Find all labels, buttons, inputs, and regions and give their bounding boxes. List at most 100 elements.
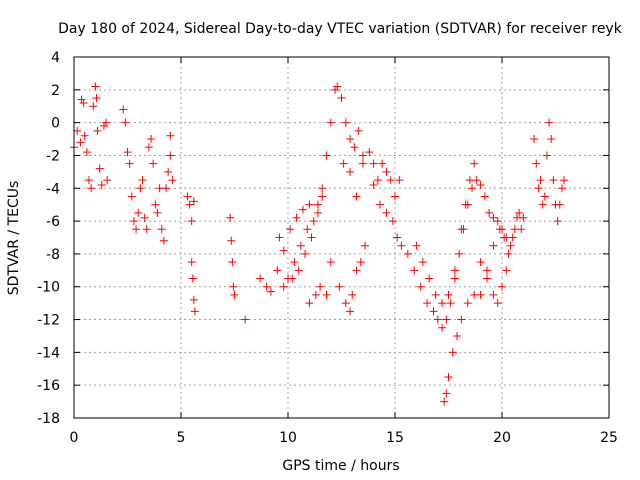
data-point: [132, 225, 141, 234]
data-point: [489, 241, 498, 250]
data-point: [346, 135, 355, 144]
y-tick-label: 4: [51, 50, 60, 66]
data-point: [476, 180, 485, 189]
data-point: [382, 167, 391, 176]
data-point: [127, 192, 136, 201]
data-point: [470, 159, 479, 168]
data-point: [279, 246, 288, 255]
data-point: [540, 192, 549, 201]
data-point: [288, 274, 297, 283]
chart-title: Day 180 of 2024, Sidereal Day-to-day VTE…: [58, 21, 623, 37]
data-point: [448, 348, 457, 357]
data-point: [99, 121, 108, 130]
data-point: [391, 192, 399, 201]
x-tick-label: 15: [386, 430, 404, 446]
data-point: [485, 208, 494, 217]
data-point: [121, 118, 130, 127]
data-point: [275, 233, 284, 242]
data-point: [356, 258, 365, 267]
data-point: [386, 176, 395, 185]
data-point: [373, 176, 382, 185]
data-point: [183, 192, 192, 201]
data-point: [440, 397, 449, 406]
data-point: [337, 94, 346, 103]
x-tick-label: 25: [600, 430, 618, 446]
data-point: [444, 290, 453, 299]
data-point: [119, 105, 128, 114]
data-point: [92, 94, 101, 103]
data-point: [465, 176, 474, 185]
data-point: [425, 274, 434, 283]
data-point: [79, 98, 88, 107]
data-point: [388, 217, 397, 226]
data-point: [227, 236, 236, 245]
data-point: [95, 164, 104, 173]
data-point: [393, 233, 402, 242]
data-point: [500, 233, 509, 242]
data-point: [313, 200, 322, 209]
data-point: [416, 282, 425, 291]
data-point: [168, 176, 177, 185]
data-points: [70, 82, 569, 406]
y-tick-label: 0: [51, 116, 60, 132]
data-point: [352, 266, 361, 275]
data-point: [403, 249, 412, 258]
data-point: [84, 176, 93, 185]
data-point: [80, 131, 89, 140]
data-point: [442, 315, 451, 324]
data-point: [442, 389, 451, 398]
x-tick-labels: 0 5 10 15 20 25: [70, 430, 618, 446]
data-point: [431, 290, 440, 299]
data-point: [77, 95, 86, 104]
data-point: [560, 176, 569, 185]
data-point: [166, 151, 175, 160]
data-point: [335, 282, 344, 291]
data-point: [446, 299, 455, 308]
data-point: [305, 200, 314, 209]
data-point: [97, 180, 106, 189]
grid: [74, 57, 609, 418]
data-point: [286, 225, 295, 234]
y-tick-label: -10: [37, 280, 60, 296]
data-point: [536, 176, 545, 185]
data-point: [547, 135, 556, 144]
data-point: [483, 266, 492, 275]
data-point: [230, 290, 239, 299]
data-point: [151, 200, 160, 209]
data-point: [82, 148, 91, 157]
data-point: [346, 307, 355, 316]
data-point: [476, 290, 485, 299]
data-point: [125, 159, 134, 168]
data-point: [498, 282, 506, 291]
data-point: [480, 192, 489, 201]
data-point: [463, 299, 472, 308]
data-point: [493, 299, 502, 308]
data-point: [502, 266, 511, 275]
x-tick-label: 20: [493, 430, 511, 446]
y-tick-label: -14: [37, 345, 60, 361]
data-point: [341, 118, 350, 127]
data-point: [468, 184, 477, 193]
data-point: [476, 258, 485, 267]
data-point: [534, 184, 543, 193]
y-tick-label: -12: [37, 313, 60, 329]
data-point: [530, 135, 539, 144]
axis-ticks: [73, 56, 610, 419]
data-point: [229, 282, 238, 291]
data-point: [538, 200, 547, 209]
data-point: [555, 200, 564, 209]
data-point: [433, 315, 442, 324]
data-point: [553, 217, 562, 226]
x-tick-label: 5: [177, 430, 186, 446]
data-point: [493, 217, 502, 226]
data-point: [301, 249, 310, 258]
data-point: [256, 274, 265, 283]
data-point: [369, 180, 378, 189]
data-point: [166, 131, 175, 140]
y-tick-label: 2: [51, 83, 60, 99]
data-point: [542, 151, 551, 160]
y-tick-label: -6: [46, 214, 60, 230]
data-point: [266, 287, 275, 296]
data-point: [515, 208, 524, 217]
